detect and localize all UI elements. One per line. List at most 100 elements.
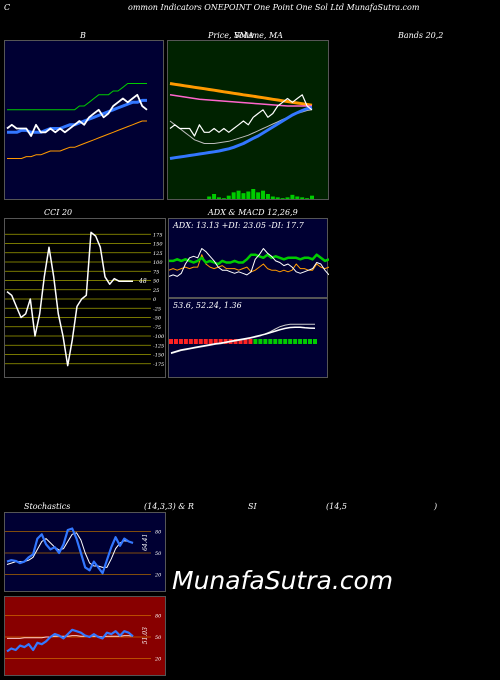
sma-pink-line [169,94,312,107]
cci-tick-label: -125 [153,343,164,349]
volume-bar [251,189,256,199]
volume-bar [305,198,310,199]
macd-chart [169,323,317,355]
volume-bar [280,198,285,199]
stoch-last-value: 64.41 [142,534,149,551]
volume-bar [310,195,314,199]
rsi-params-label: (14,5 [326,502,347,511]
macd-histogram-bar [183,339,188,344]
cci-tick-label: 25 [152,288,159,294]
macd-histogram-bar [218,339,223,344]
macd-histogram-bar [268,339,273,344]
volume-bar [221,198,226,199]
rsi-tick-label: 20 [154,657,162,663]
stochastics-label: Stochastics [24,502,71,511]
macd-histogram-bar [313,339,317,344]
macd-values: 53.6, 52.24, 1.36 [173,301,242,310]
macd-histogram-bar [178,339,183,344]
cci-last-value: 48 [138,278,147,285]
rsi-last-value: 51.03 [142,627,149,644]
macd-histogram-bar [169,339,173,344]
volume-bar [295,196,300,199]
adx-values: ADX: 13.13 +DI: 23.05 -DI: 17.7 [173,221,304,230]
bollinger-panel [4,40,164,200]
bb-lower-line [7,120,147,159]
price-sma-panel [167,40,329,200]
macd-histogram-bar [198,339,203,344]
adx-macd-label: ADX & MACD 12,26,9 [208,208,298,217]
price-sma-chart [169,82,314,199]
cci-tick-label: -75 [153,325,161,331]
macd-histogram-bar [243,339,248,344]
bollinger-chart [6,83,148,159]
volume-bar [236,190,241,199]
price-line [169,94,313,137]
macd-histogram-bar [273,339,278,344]
cci-tick-label: 175 [153,232,163,238]
rsi-label: SI [248,502,257,511]
macd-histogram-bar [238,339,243,344]
volume-bar [212,194,217,199]
sma-blue-line [169,106,313,160]
stoch-k-line [6,527,134,575]
stoch-tick-label: 20 [154,573,162,579]
stochastics-panel: 80 50 20 64.41 [4,512,166,592]
rsi-chart: 80 50 20 51.03 [5,613,162,663]
adx-di-line [169,253,329,266]
cci-tick-label: 100 [153,260,163,266]
macd-histogram-bar [298,339,303,344]
macd-histogram-bar [303,339,308,344]
adx-di-line [169,254,329,273]
volume-bar [300,197,305,199]
cci-tick-label: 50 [153,279,160,285]
macd-histogram-bar [308,339,313,344]
cci-line [6,231,133,367]
rsi-params-close: ) [434,502,438,511]
sma-orange-line [169,82,313,107]
cci-tick-label: -50 [153,316,162,322]
macd-histogram-bar [173,339,178,344]
volume-bar [275,197,280,199]
bb-price-line [6,93,148,137]
cci-label: CCI 20 [44,208,73,217]
macd-panel: 53.6, 52.24, 1.36 [168,298,328,378]
macd-histogram-bar [263,339,268,344]
volume-bar [256,192,261,199]
cci-tick-label: 125 [153,251,163,257]
volume-ma-label: Volume, MA [234,31,283,40]
volume-bar [285,197,290,199]
adx-adx-line [169,248,329,277]
stoch-tick-label: 80 [155,529,162,535]
macd-histogram-bar [288,339,293,344]
page-title: ommon Indicators ONEPOINT One Point One … [128,3,420,12]
volume-bar [246,191,251,199]
cci-tick-label: -100 [153,334,165,340]
cci-tick-label: -150 [153,353,165,359]
cci-tick-label: -175 [153,362,164,368]
macd-histogram-bar [258,339,263,344]
header-left-letter: C [4,3,11,12]
macd-line [170,326,316,354]
volume-bar [290,194,295,199]
stoch-tick-label: 50 [155,551,162,557]
volume-bar [265,194,270,199]
rsi-tick-label: 80 [155,613,162,619]
adx-chart [169,248,329,277]
volume-bar [226,195,231,199]
rsi-avg-line [7,635,134,639]
volume-bar [241,193,246,199]
cci-panel: 175 150 125 100 75 50 25 0 -25 -50 -75 -100 -125 -150… [4,218,166,378]
volume-bar [207,196,212,199]
volume-bar [261,190,266,199]
adx-panel: ADX: 13.13 +DI: 23.05 -DI: 17.7 [168,218,329,298]
bb-upper-line [7,83,147,111]
cci-tick-label: 150 [153,242,163,248]
cci-tick-label: 0 [153,297,157,303]
cci-tick-label: 75 [153,269,159,275]
macd-histogram-bar [248,339,253,344]
watermark: MunafaSutra.com [172,566,394,595]
volume-bar [216,197,221,199]
macd-histogram-bar [203,339,208,344]
macd-histogram-bar [208,339,213,344]
stochastics-chart: 80 50 20 64.41 [5,527,162,579]
